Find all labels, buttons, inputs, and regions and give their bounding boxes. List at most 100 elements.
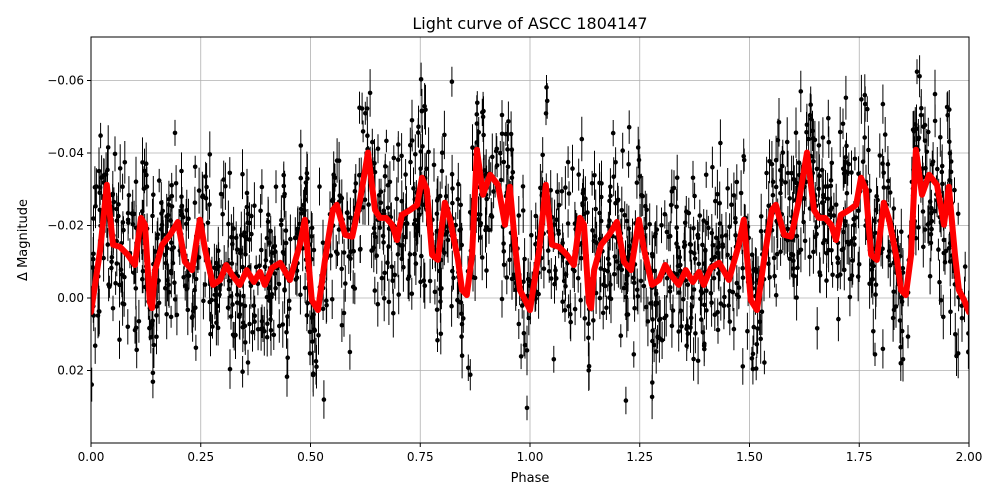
data-point [174, 312, 180, 318]
data-point [301, 202, 306, 208]
data-point [886, 248, 892, 254]
data-point [358, 246, 363, 252]
data-point [538, 185, 543, 191]
data-point [494, 146, 500, 152]
data-point [548, 188, 553, 193]
data-point [184, 286, 189, 292]
data-point [140, 276, 145, 282]
data-point [947, 259, 953, 264]
data-point [160, 232, 166, 238]
data-point [745, 328, 750, 334]
data-point [962, 264, 968, 269]
data-point [526, 315, 532, 321]
data-point [298, 175, 304, 181]
data-point [317, 184, 322, 189]
data-point [348, 215, 353, 220]
data-point [234, 300, 240, 306]
data-point [727, 224, 732, 230]
data-point [715, 327, 721, 333]
data-point [822, 237, 827, 243]
data-point [226, 278, 232, 284]
data-point [753, 266, 758, 272]
data-point [105, 145, 111, 150]
x-tick-label: 1.00 [517, 450, 544, 464]
data-point [421, 278, 427, 283]
data-point [407, 252, 413, 257]
data-point [762, 360, 767, 365]
data-point [719, 234, 725, 239]
data-point [810, 128, 815, 134]
data-point [674, 175, 680, 180]
data-point [856, 171, 861, 177]
data-point [561, 278, 567, 284]
data-point [196, 188, 202, 193]
data-point [147, 325, 152, 331]
data-point [337, 193, 343, 198]
data-point [163, 285, 168, 291]
data-point [302, 285, 308, 291]
data-point [816, 143, 822, 148]
data-point [278, 222, 284, 228]
data-point [926, 129, 931, 135]
data-point [142, 168, 147, 174]
data-point [247, 220, 252, 226]
data-point [691, 226, 696, 231]
data-point [873, 207, 879, 213]
data-point [556, 228, 561, 234]
data-point [849, 238, 854, 244]
data-point [372, 169, 378, 175]
data-point [382, 173, 388, 179]
data-point [272, 271, 278, 276]
data-point [572, 268, 577, 274]
data-point [230, 302, 235, 307]
data-point [897, 318, 903, 323]
data-point [307, 351, 313, 356]
data-point [606, 262, 612, 267]
data-point [249, 213, 254, 219]
data-point [154, 304, 159, 309]
data-point [156, 300, 162, 306]
data-point [251, 303, 257, 309]
data-point [692, 193, 697, 199]
data-point [415, 130, 421, 135]
data-point [385, 260, 390, 266]
data-point [279, 218, 284, 223]
data-point [96, 168, 102, 174]
data-point [684, 209, 689, 214]
data-point [916, 135, 922, 140]
data-point [717, 221, 723, 226]
data-point [632, 305, 637, 311]
data-point [845, 170, 850, 175]
data-point [692, 256, 698, 262]
data-point [521, 279, 526, 285]
data-point [422, 103, 427, 109]
data-point [288, 236, 293, 242]
data-point [377, 225, 383, 230]
data-point [98, 133, 103, 138]
data-point [851, 222, 857, 228]
data-point [662, 212, 668, 217]
data-point [192, 287, 197, 293]
data-point [332, 175, 338, 180]
data-point [192, 164, 198, 170]
data-point [247, 321, 252, 327]
data-point [216, 264, 221, 269]
data-point [160, 208, 165, 214]
data-point [830, 272, 835, 278]
data-point [470, 145, 475, 150]
data-point [422, 283, 428, 289]
data-point [240, 369, 245, 375]
data-point [856, 262, 862, 267]
data-point [718, 301, 724, 306]
data-point [273, 249, 278, 254]
data-point [650, 328, 655, 334]
data-point [882, 132, 888, 137]
data-point [114, 206, 119, 212]
data-point [267, 298, 273, 304]
data-point [164, 312, 169, 317]
data-point [360, 129, 366, 134]
data-point [243, 251, 248, 257]
data-point [785, 226, 791, 232]
data-point [418, 166, 423, 171]
data-point [273, 184, 279, 189]
